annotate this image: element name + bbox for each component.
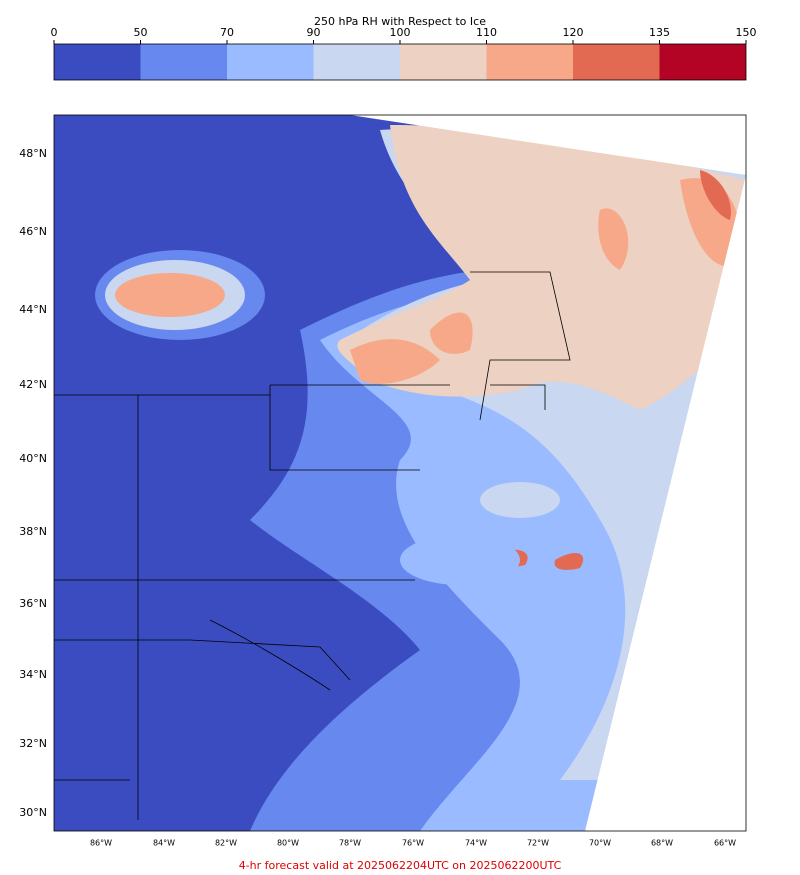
lon-label: 80°W <box>277 839 299 848</box>
lon-label: 78°W <box>339 839 361 848</box>
colorbar-tick-label: 110 <box>476 26 497 39</box>
colorbar-segment <box>140 44 227 80</box>
lon-label: 84°W <box>153 839 175 848</box>
lat-label: 38°N <box>19 525 47 538</box>
lat-label: 32°N <box>19 737 47 750</box>
lat-label: 48°N <box>19 147 47 160</box>
colorbar-tick-label: 50 <box>134 26 148 39</box>
lon-label: 74°W <box>465 839 487 848</box>
lon-label: 82°W <box>215 839 237 848</box>
lat-labels: 48°N 46°N 44°N 42°N 40°N 38°N 36°N 34°N 32°N 30°N <box>19 147 47 819</box>
colorbar-tick-label: 100 <box>390 26 411 39</box>
map-frame <box>53 114 747 832</box>
footer: 4-hr forecast valid at 2025062204UTC on … <box>239 859 562 872</box>
colorbar-segment <box>313 44 400 80</box>
lon-labels: 86°W 84°W 82°W 80°W 78°W 76°W 74°W 72°W 70°W 68°W… <box>90 839 736 848</box>
colorbar-tick-label: 150 <box>736 26 757 39</box>
colorbar-segment <box>659 44 746 80</box>
lon-label: 72°W <box>527 839 549 848</box>
colorbar-segment <box>54 44 141 80</box>
lat-label: 36°N <box>19 597 47 610</box>
colorbar-tick-label: 120 <box>563 26 584 39</box>
colorbar-tick-label: 0 <box>51 26 58 39</box>
colorbar-tick-label: 135 <box>649 26 670 39</box>
lon-label: 66°W <box>714 839 736 848</box>
lat-label: 44°N <box>19 303 47 316</box>
lat-label: 46°N <box>19 225 47 238</box>
colorbar-title: 250 hPa RH with Respect to Ice <box>314 15 486 28</box>
colorbar-segment <box>227 44 314 80</box>
colorbar-tick-label: 90 <box>307 26 321 39</box>
lat-label: 42°N <box>19 378 47 391</box>
lat-label: 40°N <box>19 452 47 465</box>
lon-label: 76°W <box>402 839 424 848</box>
colorbar: 0 50 70 90 100 110 120 135 150 <box>51 26 757 81</box>
lon-label: 70°W <box>589 839 611 848</box>
colorbar-segment <box>573 44 660 80</box>
lon-label: 86°W <box>90 839 112 848</box>
lat-label: 34°N <box>19 668 47 681</box>
colorbar-segment <box>400 44 487 80</box>
colorbar-segment <box>486 44 573 80</box>
lat-label: 30°N <box>19 806 47 819</box>
map-field <box>54 115 746 831</box>
lon-label: 68°W <box>651 839 673 848</box>
colorbar-tick-label: 70 <box>220 26 234 39</box>
